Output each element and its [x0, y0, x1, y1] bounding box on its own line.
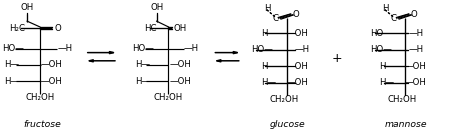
Text: H—: H— [261, 78, 276, 87]
Text: H—: H— [136, 77, 151, 86]
Text: HC: HC [144, 23, 156, 33]
Text: O: O [410, 10, 417, 19]
Text: H—: H— [4, 77, 19, 86]
Text: H: H [264, 4, 271, 13]
Text: CH₂OH: CH₂OH [25, 93, 55, 102]
Text: HO—: HO— [370, 29, 392, 38]
Text: —OH: —OH [169, 77, 191, 86]
Text: fructose: fructose [23, 120, 61, 129]
Text: —OH: —OH [405, 78, 427, 87]
Text: H—: H— [379, 78, 394, 87]
Text: —H: —H [295, 45, 310, 54]
Text: H—: H— [261, 62, 276, 71]
Text: CH₂OH: CH₂OH [154, 93, 183, 102]
Text: —OH: —OH [405, 62, 427, 71]
Text: CH₂OH: CH₂OH [270, 95, 299, 104]
Text: mannose: mannose [385, 120, 428, 129]
Text: H—: H— [4, 60, 19, 69]
Text: OH: OH [173, 23, 186, 33]
Text: H: H [383, 4, 389, 13]
Text: —OH: —OH [287, 29, 309, 38]
Text: O: O [292, 10, 299, 19]
Text: O: O [54, 23, 61, 33]
Text: OH: OH [20, 3, 34, 12]
Text: —OH: —OH [287, 62, 309, 71]
Text: —OH: —OH [41, 77, 63, 86]
Text: +: + [332, 52, 343, 65]
Text: —H: —H [408, 29, 423, 38]
Text: —OH: —OH [169, 60, 191, 69]
Text: H—: H— [136, 60, 151, 69]
Text: H₂C: H₂C [9, 23, 25, 33]
Text: glucose: glucose [270, 120, 306, 129]
Text: —OH: —OH [287, 78, 309, 87]
Text: —H: —H [57, 44, 73, 53]
Text: CH₂OH: CH₂OH [388, 95, 417, 104]
Text: HO—: HO— [251, 45, 273, 54]
Text: —OH: —OH [41, 60, 63, 69]
Text: OH: OH [150, 3, 163, 12]
Text: —H: —H [183, 44, 199, 53]
Text: C: C [391, 14, 396, 23]
Text: H—: H— [379, 62, 394, 71]
Text: HO—: HO— [370, 45, 392, 54]
Text: HO—: HO— [132, 44, 154, 53]
Text: HO—: HO— [2, 44, 24, 53]
Text: H—: H— [261, 29, 276, 38]
Text: —H: —H [408, 45, 423, 54]
Text: C: C [272, 14, 278, 23]
